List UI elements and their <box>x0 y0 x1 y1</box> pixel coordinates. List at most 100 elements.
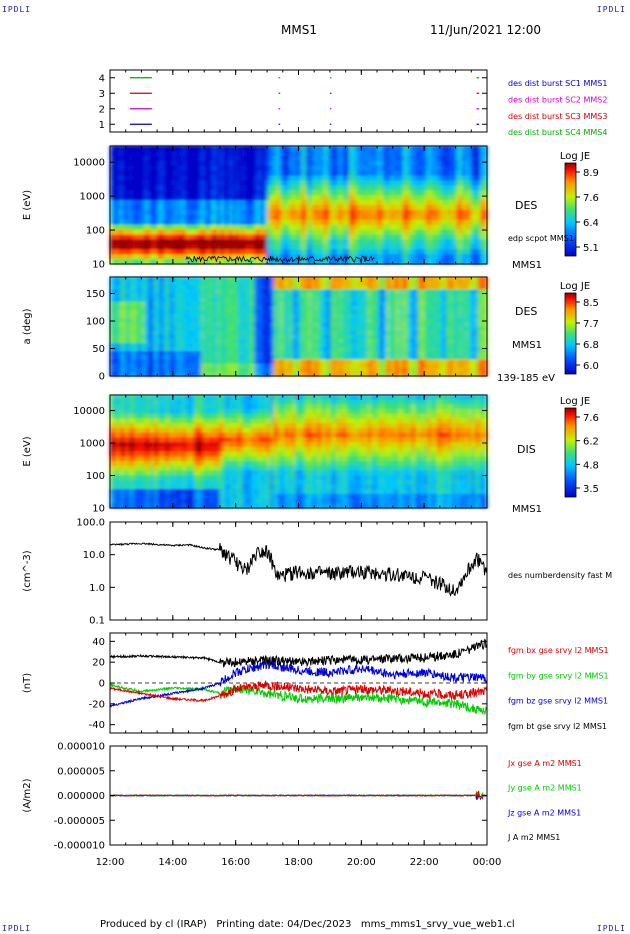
heatmap-cell <box>364 190 369 196</box>
heatmap-cell <box>125 326 130 332</box>
heatmap-cell <box>377 214 381 221</box>
heatmap-cell <box>458 175 463 182</box>
heatmap-cell <box>295 214 300 221</box>
heatmap-cell <box>276 160 281 167</box>
heatmap-cell <box>182 359 186 365</box>
heatmap-cell <box>364 338 369 344</box>
heatmap-cell <box>251 305 256 311</box>
heatmap-cell <box>226 277 230 282</box>
heatmap-cell <box>128 239 133 245</box>
heatmap-cell <box>273 289 278 295</box>
heatmap-cell <box>119 170 124 177</box>
heatmap-cell <box>449 146 454 152</box>
heatmap-cell <box>373 205 378 211</box>
heatmap-cell <box>392 160 397 167</box>
heatmap-cell <box>213 330 218 336</box>
heatmap-cell <box>179 155 183 162</box>
heatmap-cell <box>320 175 325 182</box>
heatmap-cell <box>172 281 177 286</box>
heatmap-cell <box>263 297 268 303</box>
heatmap-cell <box>144 297 149 303</box>
heatmap-cell <box>449 155 454 162</box>
heatmap-cell <box>267 195 271 201</box>
heatmap-cell <box>427 229 432 236</box>
heatmap-cell <box>307 229 312 236</box>
heatmap-cell <box>182 205 186 211</box>
heatmap-cell <box>279 165 284 172</box>
heatmap-cell <box>474 175 479 182</box>
heatmap-cell <box>279 310 284 315</box>
heatmap-cell <box>267 314 271 319</box>
heatmap-cell <box>285 277 290 282</box>
heatmap-cell <box>295 289 300 295</box>
heatmap-cell <box>204 170 208 177</box>
heatmap-cell <box>411 205 416 211</box>
heatmap-cell <box>147 281 152 286</box>
heatmap-cell <box>323 160 328 167</box>
heatmap-cell <box>122 205 127 211</box>
heatmap-cell <box>122 209 127 216</box>
heatmap-cell <box>298 310 303 315</box>
heatmap-cell <box>452 214 457 221</box>
heatmap-cell <box>285 254 290 260</box>
heatmap-cell <box>270 234 274 241</box>
heatmap-cell <box>424 170 428 177</box>
heatmap-cell <box>395 249 400 255</box>
heatmap-cell <box>185 229 190 236</box>
heatmap-cell <box>179 322 183 328</box>
heatmap-cell <box>113 305 117 311</box>
heatmap-cell <box>175 249 180 255</box>
heatmap-cell <box>238 351 243 356</box>
heatmap-cell <box>175 224 180 231</box>
heatmap-cell <box>153 259 158 265</box>
heatmap-cell <box>323 239 328 245</box>
heatmap-cell <box>229 367 234 373</box>
heatmap-cell <box>144 239 149 245</box>
heatmap-cell <box>361 293 366 299</box>
heatmap-cell <box>289 190 293 196</box>
heatmap-cell <box>128 205 133 211</box>
heatmap-cell <box>323 155 328 162</box>
heatmap-cell <box>380 318 384 323</box>
heatmap-cell <box>257 281 262 286</box>
heatmap-cell <box>326 190 331 196</box>
heatmap-cell <box>301 224 306 231</box>
heatmap-cell <box>455 175 460 182</box>
heatmap-cell <box>285 234 290 241</box>
heatmap-cell <box>351 170 356 177</box>
heatmap-cell <box>179 310 183 315</box>
heatmap-cell <box>131 301 136 307</box>
heatmap-cell <box>323 229 328 236</box>
heatmap-cell <box>185 200 190 206</box>
heatmap-cell <box>282 338 287 344</box>
heatmap-cell <box>411 165 416 172</box>
heatmap-cell <box>226 281 230 286</box>
heatmap-cell <box>307 281 312 286</box>
heatmap-cell <box>458 146 463 152</box>
heatmap-cell <box>417 190 422 196</box>
heatmap-cell <box>116 359 121 365</box>
heatmap-cell <box>289 214 293 221</box>
heatmap-cell <box>471 195 476 201</box>
heatmap-cell <box>213 259 218 265</box>
heatmap-cell <box>436 180 441 186</box>
heatmap-cell <box>257 301 262 307</box>
heatmap-cell <box>452 146 457 152</box>
heatmap-cell <box>361 355 366 361</box>
heatmap-cell <box>458 180 463 186</box>
heatmap-cell <box>248 318 252 323</box>
heatmap-cell <box>135 318 139 323</box>
heatmap-cell <box>436 146 441 152</box>
heatmap-cell <box>251 219 256 226</box>
heatmap-cell <box>144 146 149 152</box>
heatmap-cell <box>128 281 133 286</box>
heatmap-cell <box>373 259 378 265</box>
heatmap-cell <box>260 334 265 340</box>
heatmap-cell <box>348 175 353 182</box>
heatmap-cell <box>128 180 133 186</box>
heatmap-cell <box>345 146 350 152</box>
heatmap-cell <box>273 146 278 152</box>
heatmap-cell <box>282 249 287 255</box>
heatmap-cell <box>166 249 171 255</box>
heatmap-cell <box>204 293 208 299</box>
